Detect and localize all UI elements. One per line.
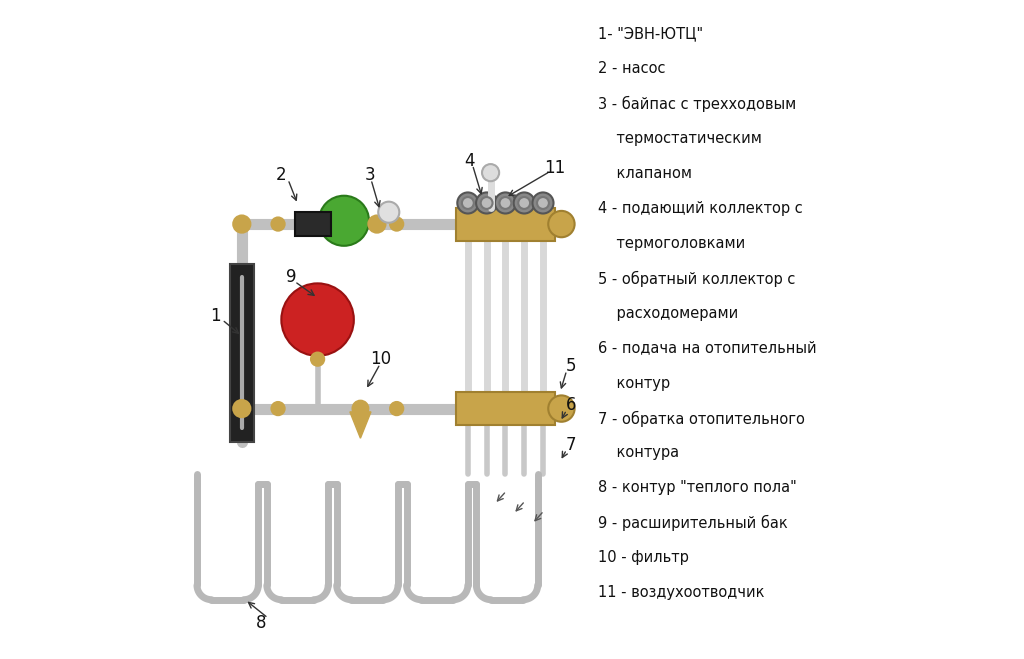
Circle shape: [233, 215, 251, 233]
Circle shape: [311, 353, 325, 366]
Text: 4: 4: [464, 152, 474, 171]
Circle shape: [352, 401, 369, 416]
Circle shape: [462, 197, 474, 209]
Circle shape: [390, 217, 403, 231]
Circle shape: [548, 395, 574, 422]
Circle shape: [378, 202, 399, 223]
Circle shape: [500, 197, 511, 209]
Circle shape: [271, 217, 285, 231]
Circle shape: [476, 192, 498, 214]
Text: расходомерами: расходомерами: [598, 306, 738, 321]
Text: клапаном: клапаном: [598, 166, 691, 181]
Text: 2 - насос: 2 - насос: [598, 61, 666, 76]
Circle shape: [482, 164, 499, 181]
Text: 7: 7: [566, 436, 577, 454]
Text: 9 - расширительный бак: 9 - расширительный бак: [598, 515, 787, 532]
Text: термостатическим: термостатическим: [598, 131, 762, 146]
Circle shape: [480, 197, 493, 209]
Bar: [456, 392, 555, 425]
Circle shape: [514, 192, 535, 214]
Bar: [230, 264, 254, 442]
Text: термоголовками: термоголовками: [598, 236, 744, 251]
Text: 6 - подача на отопительный: 6 - подача на отопительный: [598, 341, 816, 356]
Circle shape: [331, 217, 344, 231]
Text: 8: 8: [256, 614, 267, 632]
Text: контура: контура: [598, 445, 679, 461]
Circle shape: [532, 192, 554, 214]
Circle shape: [282, 283, 354, 356]
Circle shape: [518, 197, 530, 209]
Text: 1: 1: [210, 307, 221, 326]
Text: 9: 9: [286, 268, 297, 286]
Text: 2: 2: [276, 165, 287, 184]
Text: 5 - обратный коллектор с: 5 - обратный коллектор с: [598, 271, 795, 287]
Circle shape: [318, 196, 369, 246]
Text: 8 - контур "теплого пола": 8 - контур "теплого пола": [598, 480, 797, 496]
Text: 3: 3: [365, 165, 376, 184]
Circle shape: [233, 400, 251, 417]
Circle shape: [537, 197, 549, 209]
Text: 7 - обратка отопительного: 7 - обратка отопительного: [598, 411, 805, 427]
Circle shape: [271, 402, 285, 415]
Bar: [295, 212, 331, 236]
Circle shape: [548, 211, 574, 237]
Bar: [456, 208, 555, 241]
Text: 10: 10: [370, 350, 391, 368]
Text: 11: 11: [544, 159, 565, 177]
Text: 11 - воздухоотводчик: 11 - воздухоотводчик: [598, 585, 764, 600]
Text: 3 - байпас с трехходовым: 3 - байпас с трехходовым: [598, 96, 796, 113]
Circle shape: [390, 402, 403, 415]
Text: 6: 6: [566, 396, 577, 415]
Text: 10 - фильтр: 10 - фильтр: [598, 550, 688, 565]
Circle shape: [369, 215, 385, 233]
Text: 4 - подающий коллектор с: 4 - подающий коллектор с: [598, 201, 803, 216]
Text: 5: 5: [566, 357, 577, 375]
Polygon shape: [350, 412, 371, 438]
Circle shape: [495, 192, 516, 214]
Text: 1- "ЭВН-ЮТЦ": 1- "ЭВН-ЮТЦ": [598, 26, 702, 42]
Text: контур: контур: [598, 376, 670, 391]
Circle shape: [458, 192, 478, 214]
